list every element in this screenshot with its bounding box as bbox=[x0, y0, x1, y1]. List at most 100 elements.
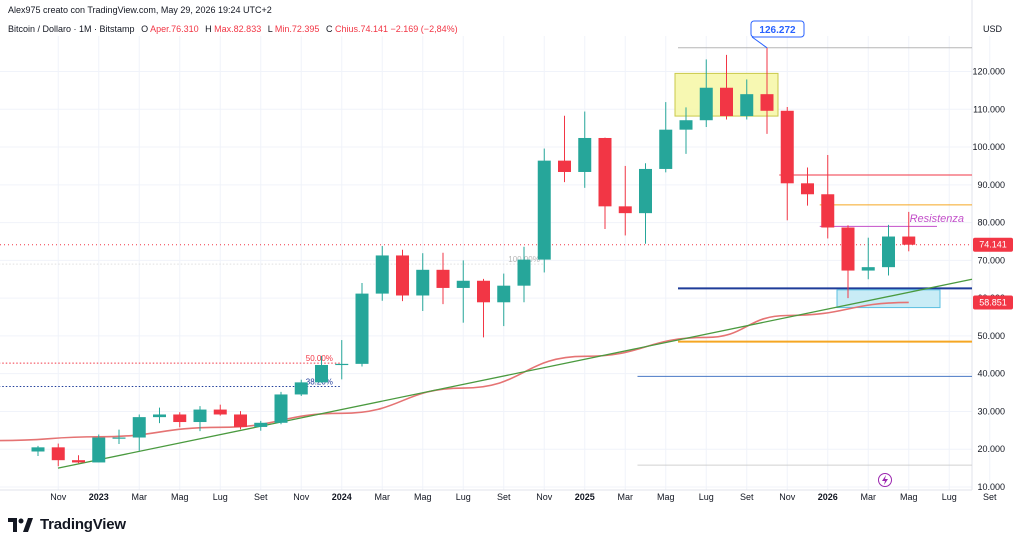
ath-label-text: 126.272 bbox=[759, 25, 796, 36]
ath-label-box bbox=[750, 20, 805, 38]
candles bbox=[31, 47, 916, 467]
time-tick-label: Lug bbox=[456, 492, 471, 502]
candle bbox=[254, 420, 268, 431]
candle bbox=[416, 253, 430, 311]
time-tick-label: Mag bbox=[414, 492, 432, 502]
time-tick-label: 2023 bbox=[89, 492, 109, 502]
candle bbox=[699, 59, 713, 128]
candle-body bbox=[821, 194, 835, 228]
candle bbox=[193, 406, 207, 432]
time-tick-label: Mar bbox=[132, 492, 148, 502]
candle-body bbox=[335, 363, 349, 366]
candle-body bbox=[173, 414, 187, 423]
candle bbox=[679, 107, 693, 154]
candle-body bbox=[416, 269, 430, 296]
trend-line bbox=[57, 278, 973, 469]
time-tick-label: Lug bbox=[213, 492, 228, 502]
candle bbox=[578, 111, 592, 188]
candle-body bbox=[254, 422, 268, 427]
candle bbox=[537, 148, 551, 273]
candle-body bbox=[740, 94, 754, 117]
candle bbox=[882, 224, 895, 276]
candle bbox=[497, 273, 511, 327]
price-tick-label: 30.000 bbox=[977, 406, 1005, 416]
tradingview-logo-icon bbox=[8, 517, 33, 532]
candle bbox=[132, 414, 146, 451]
candle bbox=[598, 137, 612, 230]
candle-body bbox=[234, 414, 247, 427]
ohlc-open-label: O bbox=[141, 24, 149, 34]
time-tick-label: Mar bbox=[861, 492, 877, 502]
candle-body bbox=[72, 460, 85, 463]
fibonacci-levels: 100.00%50.00%38.20% bbox=[0, 255, 545, 388]
ohlc-high-label: H bbox=[205, 24, 212, 34]
candle-body bbox=[618, 206, 632, 214]
ath-label-pointer bbox=[751, 36, 768, 49]
candle-body bbox=[801, 183, 814, 195]
candle-body bbox=[355, 293, 369, 364]
time-tick-label: Nov bbox=[536, 492, 553, 502]
candle bbox=[740, 79, 754, 120]
candle bbox=[51, 443, 65, 467]
candle-body bbox=[902, 236, 916, 245]
candle-body bbox=[112, 437, 126, 439]
time-tick-label: Set bbox=[983, 492, 997, 502]
candle-body bbox=[497, 285, 511, 303]
time-tick-label: Mag bbox=[657, 492, 675, 502]
candle bbox=[436, 252, 450, 305]
candle bbox=[517, 246, 531, 303]
ema-value-tag-text: 58.851 bbox=[979, 297, 1007, 307]
candle-body bbox=[861, 267, 875, 271]
time-tick-label: Lug bbox=[699, 492, 714, 502]
candle bbox=[618, 165, 632, 236]
candle bbox=[375, 246, 389, 301]
tradingview-logo[interactable]: TradingView bbox=[8, 516, 126, 533]
candle-body bbox=[477, 280, 490, 303]
time-tick-label: 2026 bbox=[818, 492, 838, 502]
candle-body bbox=[375, 255, 389, 294]
candle-body bbox=[132, 417, 146, 438]
time-tick-label: Nov bbox=[50, 492, 67, 502]
lightning-icon-bolt bbox=[882, 475, 888, 485]
candle-body bbox=[720, 87, 733, 117]
candle bbox=[659, 102, 673, 173]
candle-body bbox=[558, 160, 571, 172]
time-tick-label: 2024 bbox=[332, 492, 352, 502]
candle bbox=[780, 107, 794, 221]
price-tick-label: 90.000 bbox=[977, 180, 1005, 190]
candle-body bbox=[274, 394, 288, 423]
time-axis: Nov 2023 Mar Mag Lug Set Nov 2024 Mar Mag Lug Set No… bbox=[50, 492, 997, 502]
time-tick-label: Set bbox=[254, 492, 268, 502]
candle-body bbox=[780, 110, 794, 184]
symbol-title[interactable]: Bitcoin / Dollaro · 1M · Bitstamp bbox=[8, 24, 135, 34]
symbol-ohlc-legend: Bitcoin / Dollaro · 1M · Bitstamp O Aper… bbox=[8, 24, 458, 34]
candle-body bbox=[639, 168, 652, 214]
candle bbox=[841, 225, 855, 299]
candle bbox=[477, 278, 490, 338]
ohlc-high-value: Max.82.833 bbox=[214, 24, 262, 34]
candle bbox=[801, 167, 814, 206]
time-tick-label: 2025 bbox=[575, 492, 595, 502]
candle-body bbox=[517, 259, 531, 286]
candle-body bbox=[882, 236, 895, 268]
candle-body bbox=[213, 409, 227, 415]
ohlc-close-value: Chius.74.141 bbox=[334, 24, 389, 34]
candle-body bbox=[679, 120, 693, 130]
candle-body bbox=[92, 437, 106, 463]
candle-body bbox=[456, 280, 470, 288]
candle bbox=[355, 283, 369, 367]
candle-body bbox=[760, 94, 774, 111]
price-tick-label: 20.000 bbox=[977, 444, 1005, 454]
attribution-text: Alex975 creato con TradingView.com, May … bbox=[8, 5, 272, 15]
time-tick-label: Set bbox=[497, 492, 511, 502]
candle bbox=[639, 163, 652, 244]
currency-label: USD bbox=[983, 24, 1003, 34]
candle-body bbox=[153, 414, 166, 418]
candle-body bbox=[193, 409, 207, 423]
candle-body bbox=[315, 364, 328, 383]
time-tick-label: Mag bbox=[900, 492, 918, 502]
time-tick-label: Mar bbox=[618, 492, 634, 502]
ema-value-tag-box bbox=[973, 295, 1013, 310]
candle-body bbox=[537, 160, 551, 260]
